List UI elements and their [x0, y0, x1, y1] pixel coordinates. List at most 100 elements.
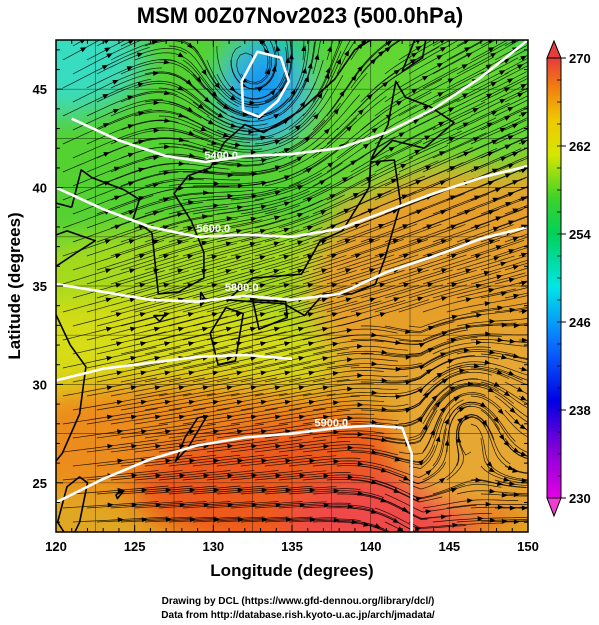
- streamline-arrow: [357, 461, 364, 467]
- streamline-arrow: [178, 414, 186, 420]
- streamline-arrow: [115, 283, 122, 288]
- streamline-arrow: [200, 126, 207, 132]
- streamline-arrow: [211, 227, 219, 233]
- streamline-arrow: [511, 40, 517, 44]
- streamline-arrow: [476, 312, 483, 318]
- streamline-arrow: [203, 473, 210, 479]
- streamline-arrow: [105, 326, 113, 332]
- streamline-arrow: [497, 408, 504, 415]
- streamline-arrow: [136, 52, 144, 58]
- coastline: [199, 291, 207, 307]
- streamline-arrow: [451, 314, 458, 320]
- streamline-arrow: [251, 473, 258, 479]
- streamline-arrow: [368, 238, 375, 244]
- streamline: [350, 40, 367, 61]
- streamline-arrow: [163, 283, 170, 288]
- streamline-arrow: [230, 123, 237, 128]
- streamline-arrow: [273, 241, 280, 247]
- streamline-arrow: [274, 385, 281, 391]
- streamline-arrow: [163, 170, 170, 176]
- streamline-arrow: [416, 209, 423, 215]
- coastline: [401, 40, 427, 73]
- streamline-arrow: [435, 435, 441, 443]
- streamline-arrow: [333, 429, 340, 435]
- streamline-arrow: [283, 227, 290, 233]
- coastline: [56, 202, 97, 463]
- streamline-arrow: [203, 190, 210, 196]
- streamline-arrow: [496, 274, 503, 280]
- streamline-arrow: [441, 296, 448, 301]
- streamline-arrow: [129, 326, 137, 332]
- streamline-arrow: [284, 175, 291, 181]
- streamline: [446, 197, 528, 229]
- streamline-arrow: [285, 458, 292, 464]
- streamline: [456, 40, 521, 75]
- contour-label: 5600.0: [197, 223, 231, 235]
- y-axis-title: Latitude (degrees): [5, 212, 24, 359]
- streamline-arrow: [214, 82, 221, 89]
- streamline-arrow: [462, 122, 470, 128]
- streamline-arrow: [513, 492, 520, 498]
- streamline-arrow: [273, 326, 281, 332]
- streamline-arrow: [365, 177, 373, 182]
- streamline-arrow: [138, 253, 146, 259]
- streamline-arrow: [417, 416, 423, 423]
- streamline-arrow: [499, 434, 505, 441]
- streamline-arrow: [304, 75, 309, 83]
- streamline-arrow: [486, 461, 493, 468]
- x-tick-label: 140: [360, 539, 382, 554]
- streamline-arrow: [371, 390, 378, 396]
- streamline-arrow: [320, 239, 328, 245]
- streamline-arrow: [138, 224, 145, 230]
- streamline-arrow: [425, 165, 432, 171]
- streamline-arrow: [347, 445, 354, 451]
- streamline-arrow: [351, 74, 357, 81]
- streamline-arrow: [393, 488, 400, 493]
- coastline: [115, 489, 125, 500]
- streamline-arrow: [371, 419, 378, 425]
- streamline-arrow: [441, 378, 449, 384]
- streamline-arrow: [333, 400, 340, 406]
- streamline-arrow: [297, 213, 304, 218]
- coastlines: [56, 40, 455, 532]
- coastline: [209, 306, 244, 366]
- streamline-arrow: [259, 228, 267, 234]
- streamline-arrow: [357, 373, 364, 378]
- colorbar-tick-label: 270: [569, 51, 591, 66]
- streamline-arrow: [521, 505, 528, 511]
- streamline-arrow: [501, 492, 508, 498]
- streamline-arrow: [298, 385, 305, 391]
- streamline-arrow: [189, 487, 196, 493]
- streamline-arrow: [520, 83, 527, 89]
- streamline-arrow: [130, 385, 137, 391]
- streamline-arrow: [249, 269, 256, 274]
- streamline-arrow: [319, 180, 326, 186]
- streamline-arrow: [481, 419, 488, 427]
- streamline-arrow: [489, 319, 496, 324]
- streamline-arrow: [395, 340, 402, 345]
- streamline-arrow: [486, 122, 494, 128]
- streamline-arrow: [225, 269, 232, 274]
- streamline-arrow: [509, 481, 516, 487]
- streamline-arrow: [211, 312, 219, 317]
- streamline-arrow: [237, 429, 244, 435]
- streamline-arrow: [403, 282, 410, 288]
- streamline-arrow: [466, 52, 473, 58]
- streamline-arrow: [164, 341, 171, 347]
- streamline-arrow: [444, 418, 449, 425]
- colorbar-ticks: 270 262 254 246 238 230: [557, 51, 591, 506]
- streamline-arrow: [256, 86, 264, 92]
- streamline-arrow: [379, 282, 386, 288]
- streamline-arrow: [339, 90, 345, 97]
- streamline-arrow: [508, 370, 515, 376]
- streamline-arrow: [164, 399, 172, 405]
- streamline-arrow: [520, 140, 528, 146]
- streamline-arrow: [283, 201, 291, 207]
- streamline-arrow: [127, 124, 135, 129]
- streamline-arrow: [116, 370, 123, 376]
- streamline-arrow: [503, 440, 510, 447]
- streamline-arrow: [485, 501, 492, 507]
- streamline-arrow: [431, 395, 438, 402]
- streamline-arrow: [207, 119, 215, 125]
- streamline-arrow: [521, 366, 528, 372]
